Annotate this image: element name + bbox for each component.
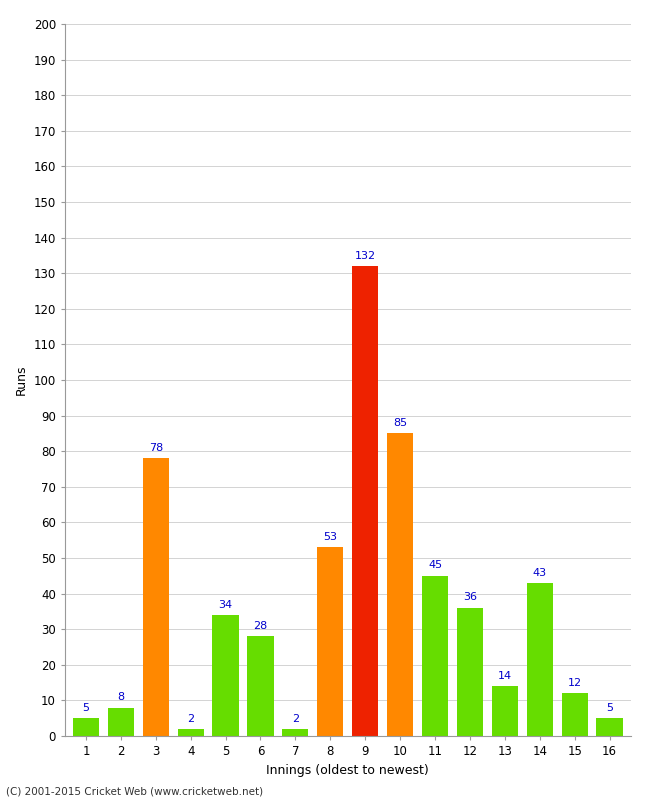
Text: 2: 2 xyxy=(187,714,194,723)
Text: 12: 12 xyxy=(567,678,582,688)
Text: 2: 2 xyxy=(292,714,299,723)
Y-axis label: Runs: Runs xyxy=(15,365,28,395)
Bar xyxy=(282,729,309,736)
Text: 34: 34 xyxy=(218,600,233,610)
Bar xyxy=(352,266,378,736)
Text: 14: 14 xyxy=(498,671,512,681)
Bar xyxy=(457,608,483,736)
Bar xyxy=(108,707,134,736)
Text: 45: 45 xyxy=(428,561,442,570)
Bar xyxy=(73,718,99,736)
Text: 132: 132 xyxy=(355,250,376,261)
Bar xyxy=(526,583,553,736)
Bar xyxy=(142,458,169,736)
Text: 8: 8 xyxy=(117,692,124,702)
Text: (C) 2001-2015 Cricket Web (www.cricketweb.net): (C) 2001-2015 Cricket Web (www.cricketwe… xyxy=(6,786,264,796)
Bar xyxy=(213,615,239,736)
Text: 85: 85 xyxy=(393,418,407,428)
Bar xyxy=(597,718,623,736)
Bar xyxy=(177,729,203,736)
Text: 5: 5 xyxy=(83,703,90,713)
Text: 28: 28 xyxy=(254,621,268,631)
Bar xyxy=(248,636,274,736)
Bar xyxy=(562,694,588,736)
Text: 36: 36 xyxy=(463,593,477,602)
Text: 5: 5 xyxy=(606,703,613,713)
X-axis label: Innings (oldest to newest): Innings (oldest to newest) xyxy=(266,763,429,777)
Text: 53: 53 xyxy=(323,532,337,542)
Text: 78: 78 xyxy=(149,443,163,453)
Bar xyxy=(492,686,518,736)
Bar xyxy=(387,434,413,736)
Bar xyxy=(422,576,448,736)
Bar xyxy=(317,547,343,736)
Text: 43: 43 xyxy=(533,567,547,578)
